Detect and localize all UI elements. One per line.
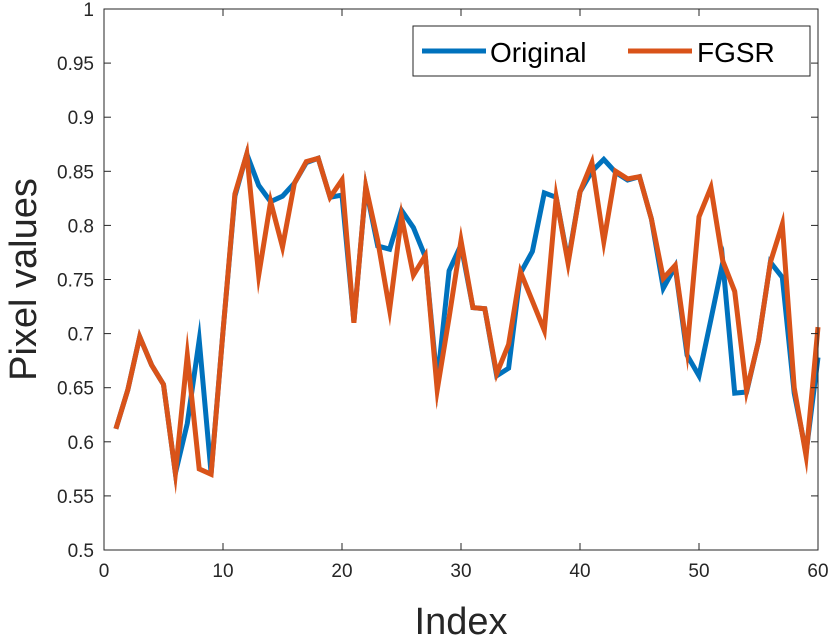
legend: Original FGSR [412,25,811,77]
y-tick-label: 0.9 [68,108,94,129]
y-tick-label: 0.55 [57,487,94,508]
y-tick-label: 0.75 [57,271,94,292]
x-tick-label: 20 [331,561,352,582]
legend-label-fgsr: FGSR [697,37,775,68]
legend-label-original: Original [490,37,586,68]
x-tick-label: 50 [688,561,709,582]
series-line-fgsr [113,141,821,495]
x-tick-label: 30 [450,561,471,582]
y-tick-label: 0.85 [57,162,94,183]
x-tick-label: 10 [212,561,233,582]
x-axis-label: Index [415,601,508,638]
y-tick-label: 0.95 [57,54,94,75]
x-tick-label: 60 [807,561,828,582]
y-tick-label: 0.7 [68,325,94,346]
y-tick-label: 0.65 [57,379,94,400]
y-axis-label: Pixel values [3,178,45,381]
x-tick-label: 0 [99,561,110,582]
y-tick-label: 0.5 [68,541,94,562]
y-tick-label: 0.6 [68,433,94,454]
y-tick-label: 0.8 [68,216,94,237]
y-tick-label: 1 [83,0,94,21]
plot-area [104,9,818,550]
tick-layer: 0 10 20 30 40 50 60 0.5 0.55 0.6 0.65 0.7 0.75 0.8 0.8… [57,0,829,582]
x-tick-label: 40 [569,561,590,582]
series-layer [113,141,821,495]
